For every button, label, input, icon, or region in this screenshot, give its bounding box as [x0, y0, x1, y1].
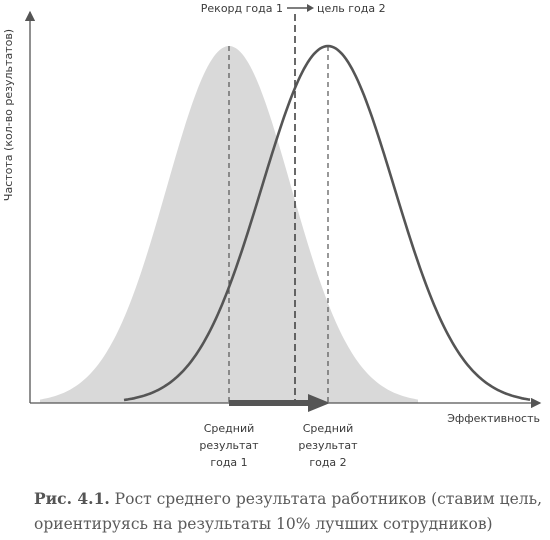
mean2-label-line1: Средний	[303, 422, 354, 435]
caption-line1: Рост среднего результата работников (ста…	[109, 490, 543, 508]
record-year1-label: Рекорд года 1	[201, 2, 283, 15]
mean2-label-line3: года 2	[309, 456, 346, 469]
mean1-label-line2: результат	[199, 439, 259, 452]
figure-number: Рис. 4.1.	[34, 489, 110, 508]
top-label-arrowhead	[307, 4, 314, 12]
y-axis-label: Частота (кол-во результатов)	[2, 29, 15, 201]
mean-shift-arrow-head	[308, 394, 330, 412]
mean1-label-line3: года 1	[210, 456, 247, 469]
mean2-label-line2: результат	[298, 439, 358, 452]
goal-year2-label: цель года 2	[317, 2, 386, 15]
year1-distribution-area	[40, 46, 418, 403]
figure-caption: Рис. 4.1. Рост среднего результата работ…	[34, 486, 546, 537]
distribution-diagram: Рекорд года 1 цель года 2 Частота (кол-в…	[2, 2, 542, 469]
year2-distribution-curve	[123, 44, 531, 402]
mean1-label-line1: Средний	[204, 422, 255, 435]
x-axis-label: Эффективность	[447, 412, 540, 425]
caption-line2: ориентируясь на результаты 10% лучших со…	[34, 515, 493, 533]
